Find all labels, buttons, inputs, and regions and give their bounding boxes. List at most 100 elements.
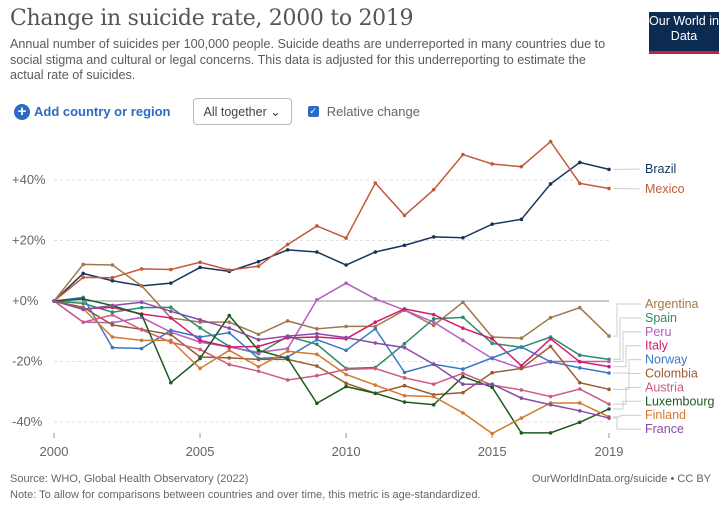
data-point [139,312,144,317]
data-point [169,338,173,343]
legend-label-colombia: Colombia [645,367,698,381]
data-point [548,337,553,341]
data-point [315,250,319,254]
legend-label-norway: Norway [645,353,688,367]
data-point [607,186,611,191]
data-point [198,335,202,339]
data-point [490,162,494,166]
data-point [315,337,319,342]
data-point [373,297,378,301]
data-point [577,360,582,364]
data-point [548,394,553,399]
add-country-button[interactable]: + Add country or region [14,103,171,120]
data-point [373,341,378,345]
data-point [110,278,115,283]
data-point [344,372,348,377]
data-point [81,275,86,280]
owid-logo[interactable]: Our World in Data [649,12,719,54]
data-point [344,384,348,389]
data-point [198,265,202,270]
data-point [169,305,173,310]
footer-url[interactable]: OurWorldInData.org/suicide • CC BY [531,473,711,485]
data-point [402,370,407,375]
data-point [519,416,524,420]
data-point [110,310,115,314]
data-point [256,344,261,349]
data-point [110,263,115,267]
data-point [315,364,319,368]
legend-connector [613,187,641,190]
data-point [607,387,611,392]
checkbox-checked-icon: ✓ [307,106,319,117]
data-point [315,352,319,357]
data-point [81,262,86,267]
data-point [548,431,553,435]
data-point [256,369,261,373]
x-tick-label: 2010 [332,444,361,459]
data-point [373,320,378,324]
relative-change-checkbox[interactable]: ✓ Relative change [307,104,420,119]
data-point [577,160,582,165]
series-line-colombia [53,300,610,396]
data-point [431,312,436,317]
data-point [490,431,494,436]
data-point [315,331,319,336]
data-point [110,313,115,317]
y-tick-label: +40% [12,172,46,187]
data-point [256,348,261,353]
data-point [490,385,494,390]
data-point [256,259,261,264]
relative-change-label: Relative change [326,104,420,119]
data-point [431,402,436,407]
data-point [373,391,378,396]
series-line-austria [53,300,610,405]
data-point [461,367,465,371]
legend-connector [613,303,641,337]
data-point [285,242,290,247]
data-point [227,362,232,367]
data-point [227,345,232,349]
data-point [256,264,261,269]
data-point [344,335,348,340]
data-point [256,337,261,342]
data-point [315,327,319,331]
x-tick-label: 2000 [40,444,69,459]
data-point [607,364,611,369]
data-point [81,297,86,301]
series-line-luxembourg [53,298,610,434]
legend-label-italy: Italy [645,339,669,353]
legend-label-luxembourg: Luxembourg [645,394,715,408]
data-point [431,323,436,328]
data-point [285,356,290,361]
data-point [198,326,202,330]
series-line-norway [53,296,610,374]
data-point [402,307,407,311]
data-point [227,313,232,318]
facet-select[interactable]: All together ⌄ [192,98,292,125]
data-point [402,345,407,350]
data-point [285,378,290,382]
plus-icon: + [14,103,30,120]
data-point [519,366,524,371]
series-line-brazil [53,161,610,302]
data-point [169,380,173,385]
data-point [315,373,319,378]
data-point [577,353,582,357]
facet-select-value: All together [203,105,267,119]
data-point [169,281,173,285]
data-point [285,248,290,252]
data-point [315,401,319,406]
data-point [227,348,232,353]
data-point [256,332,261,337]
data-point [461,235,465,240]
series-line-spain [53,300,610,370]
legend-connector [613,417,641,430]
chevron-down-icon: ⌄ [270,105,281,119]
data-point [139,327,144,332]
data-point [373,327,378,331]
data-point [402,400,407,404]
note-text: Note: To allow for comparisons between c… [10,489,481,501]
data-point [461,374,465,379]
data-point [607,359,611,364]
